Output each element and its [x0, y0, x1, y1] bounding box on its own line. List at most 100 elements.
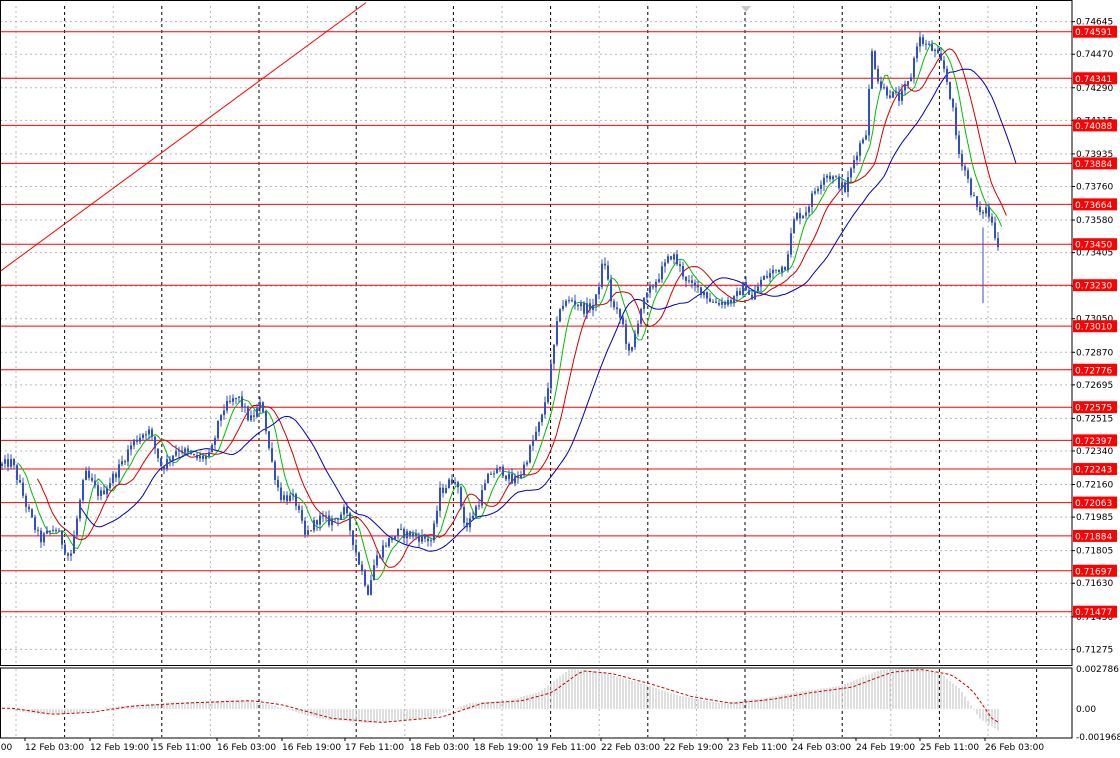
candle-body	[328, 515, 330, 526]
time-tick-label: 25 Feb 11:00	[920, 743, 979, 753]
candle-body	[847, 177, 849, 192]
candle-body	[406, 531, 408, 539]
candle-body	[169, 459, 171, 461]
candle-body	[139, 437, 141, 442]
candle-body	[217, 420, 219, 439]
candle-body	[862, 139, 864, 144]
candle-body	[190, 451, 192, 454]
candle-body	[121, 461, 123, 465]
time-tick-label: 12 Feb 19:00	[90, 743, 149, 753]
candle-body	[325, 515, 327, 517]
candle-body	[898, 92, 900, 101]
candle-body	[718, 303, 720, 305]
candle-body	[475, 506, 477, 516]
candle-body	[376, 555, 378, 566]
candle-body	[259, 402, 261, 409]
candle-body	[238, 396, 240, 398]
candle-body	[748, 290, 750, 295]
candle-body	[802, 215, 804, 219]
price-tick-label: 0.72695	[1076, 381, 1113, 391]
price-tick-label: 0.72160	[1076, 481, 1113, 491]
candle-body	[613, 301, 615, 308]
price-tick-label: 0.74470	[1076, 50, 1113, 60]
candle-body	[100, 490, 102, 496]
candle-body	[361, 564, 363, 571]
candle-body	[667, 256, 669, 263]
time-tick-label: 16 Feb 19:00	[282, 743, 341, 753]
candle-body	[691, 280, 693, 283]
candle-body	[193, 453, 195, 456]
candle-body	[274, 461, 276, 480]
candle-body	[910, 77, 912, 82]
candle-body	[766, 276, 768, 278]
level-label-bg	[1073, 605, 1117, 618]
candle-body	[538, 422, 540, 432]
candle-body	[157, 448, 159, 459]
candle-body	[382, 545, 384, 558]
candle-body	[13, 459, 15, 466]
candle-body	[889, 95, 891, 98]
level-label: 0.71697	[1075, 567, 1112, 577]
candle-body	[136, 439, 138, 442]
candle-body	[277, 479, 279, 488]
candle-body	[400, 528, 402, 530]
candle-body	[526, 462, 528, 465]
candle-body	[7, 459, 9, 467]
candle-body	[22, 482, 24, 496]
candle-body	[883, 87, 885, 89]
candle-body	[403, 528, 405, 539]
candle-body	[943, 60, 945, 69]
candle-body	[709, 298, 711, 302]
candle-body	[592, 305, 594, 310]
price-tick-label: 0.73935	[1076, 150, 1113, 160]
candle-body	[826, 175, 828, 178]
candle-body	[70, 553, 72, 556]
candle-body	[958, 135, 960, 154]
candle-body	[532, 440, 534, 446]
candle-body	[235, 397, 237, 399]
candlestick-series[interactable]	[1, 31, 999, 596]
trend-line[interactable]	[0, 2, 367, 272]
candle-body	[931, 44, 933, 51]
candle-body	[961, 153, 963, 167]
price-tick-label: 0.72870	[1076, 348, 1113, 358]
level-label: 0.72776	[1075, 366, 1112, 376]
candle-body	[487, 473, 489, 484]
candle-body	[640, 308, 642, 324]
candle-body	[46, 530, 48, 534]
candle-body	[196, 455, 198, 459]
candle-body	[970, 178, 972, 196]
candle-body	[163, 466, 165, 470]
candle-body	[478, 505, 480, 507]
candle-body	[739, 291, 741, 296]
candle-body	[241, 396, 243, 408]
candle-body	[607, 265, 609, 280]
candle-body	[76, 518, 78, 536]
candle-body	[364, 570, 366, 586]
candle-body	[463, 506, 465, 523]
candle-body	[310, 530, 312, 532]
candle-body	[817, 188, 819, 192]
candle-body	[433, 523, 435, 541]
candle-body	[679, 264, 681, 267]
candle-body	[19, 480, 21, 483]
candle-body	[40, 530, 42, 543]
candle-body	[670, 256, 672, 260]
candle-body	[565, 300, 567, 306]
candle-body	[172, 455, 174, 461]
level-label: 0.74088	[1075, 122, 1112, 132]
candle-body	[154, 436, 156, 449]
candle-body	[760, 279, 762, 287]
candle-body	[781, 266, 783, 273]
candle-body	[895, 91, 897, 93]
candle-body	[721, 301, 723, 305]
candle-body	[388, 537, 390, 547]
candle-body	[586, 303, 588, 314]
candle-body	[187, 448, 189, 452]
candle-body	[28, 506, 30, 510]
candle-body	[811, 193, 813, 207]
candle-body	[205, 456, 207, 460]
candle-body	[553, 344, 555, 364]
candle-body	[763, 276, 765, 280]
